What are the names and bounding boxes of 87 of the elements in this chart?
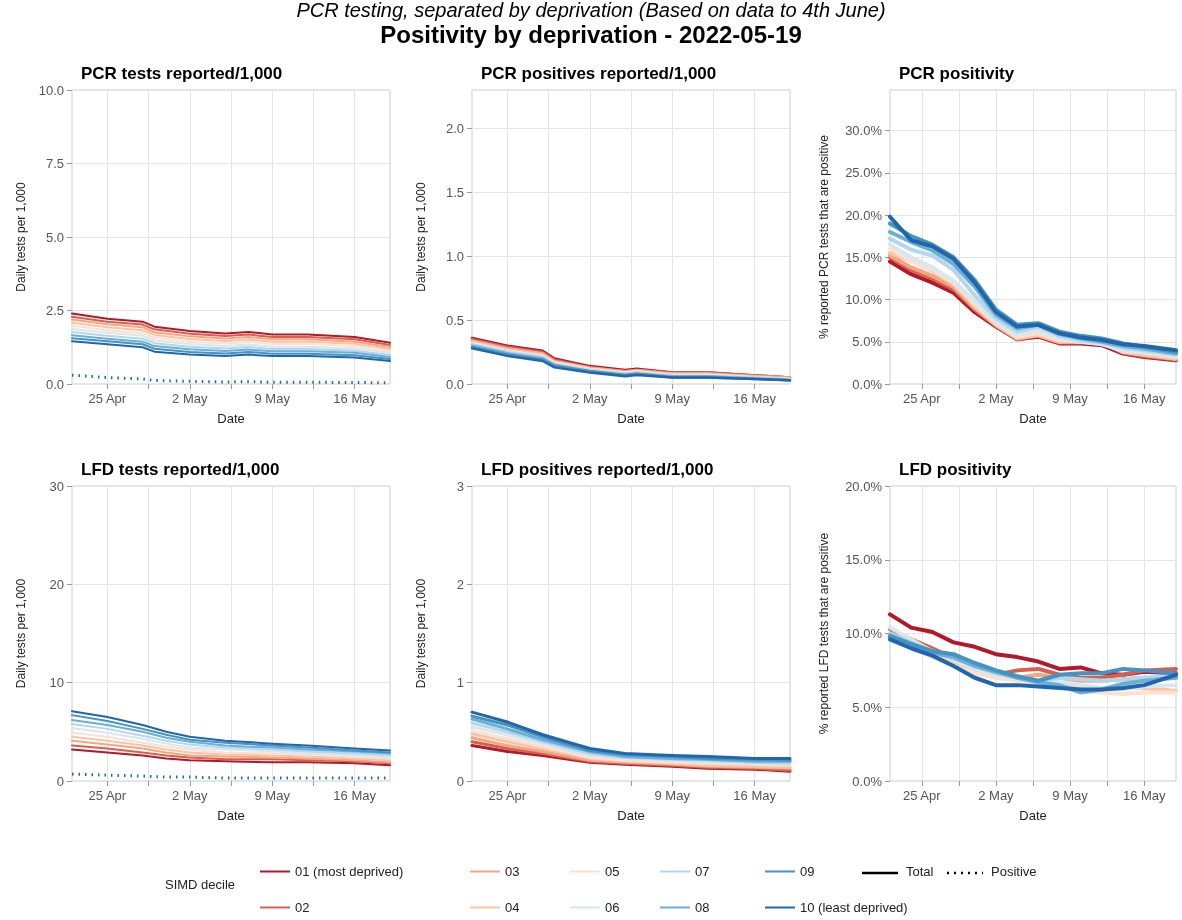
x-tick-label: 25 Apr: [88, 788, 127, 803]
legend-label: 04: [505, 900, 520, 915]
chart-title: LFD positives reported/1,000: [481, 460, 714, 479]
y-tick-label: 1.5: [445, 184, 464, 200]
x-tick-label: 25 Apr: [88, 391, 127, 406]
x-axis-title: Date: [217, 808, 245, 823]
x-tick-label: 9 May: [254, 788, 291, 803]
x-tick-label: 25 Apr: [902, 391, 942, 406]
y-tick-label: 2.0: [445, 120, 464, 136]
legend-label: 02: [295, 900, 310, 915]
x-tick-label: 25 Apr: [488, 788, 527, 803]
y-tick-label: 10: [49, 675, 64, 691]
x-tick-label: 16 May: [1122, 788, 1167, 803]
x-tick-label: 9 May: [654, 391, 691, 406]
legend-label: 10 (least deprived): [800, 900, 908, 915]
chart-title: PCR positivity: [899, 64, 1015, 83]
y-tick-label: 15.0%: [845, 249, 883, 265]
y-axis-title: Daily tests per 1,000: [414, 578, 428, 689]
chart-title: LFD tests reported/1,000: [81, 460, 280, 479]
legend-label: 03: [505, 864, 520, 879]
x-tick-label: 9 May: [1052, 391, 1089, 406]
x-tick-label: 2 May: [572, 788, 608, 803]
y-tick-label: 1.0: [445, 248, 464, 264]
y-tick-label: 7.5: [45, 156, 64, 171]
x-tick-label: 2 May: [172, 788, 208, 803]
x-tick-label: 2 May: [978, 391, 1015, 406]
y-tick-label: 20.0%: [845, 207, 883, 223]
x-tick-label: 25 Apr: [902, 788, 942, 803]
y-axis-title: Daily tests per 1,000: [14, 181, 28, 292]
legend-label: 07: [695, 864, 710, 879]
x-tick-label: 16 May: [733, 391, 777, 406]
text: Total: [906, 864, 934, 879]
y-tick-label: 3: [456, 478, 464, 494]
y-tick-label: 2: [456, 576, 464, 592]
y-tick-label: 20: [49, 576, 64, 592]
text: PCR testing, separated by deprivation (Based on data to 4th June): [296, 0, 886, 21]
y-axis-title: Daily tests per 1,000: [14, 578, 28, 689]
y-tick-label: 30: [49, 478, 64, 494]
legend-label: 05: [605, 864, 620, 879]
text: Positive: [991, 864, 1037, 879]
y-axis-title: Daily tests per 1,000: [414, 181, 428, 292]
chart-title: PCR tests reported/1,000: [81, 64, 283, 83]
y-tick-label: 1: [456, 675, 464, 691]
x-tick-label: 2 May: [572, 391, 608, 406]
x-tick-label: 9 May: [1052, 788, 1089, 803]
legend-label: 06: [605, 900, 620, 915]
y-tick-label: 0: [456, 773, 464, 789]
y-tick-label: 0.0%: [852, 376, 883, 392]
y-tick-label: 0.5: [445, 312, 464, 328]
y-tick-label: 15.0%: [845, 552, 883, 568]
text: Positivity by deprivation - 2022-05-19: [380, 20, 802, 48]
y-tick-label: 5.0%: [852, 334, 883, 350]
y-tick-label: 5.0%: [852, 699, 883, 715]
x-tick-label: 9 May: [654, 788, 691, 803]
chart-title: PCR positives reported/1,000: [481, 64, 717, 83]
y-tick-label: 30.0%: [845, 123, 883, 139]
legend-title: SIMD decile: [165, 877, 236, 892]
legend-label: 09: [800, 864, 815, 879]
y-tick-label: 10.0%: [845, 292, 883, 308]
x-tick-label: 25 Apr: [488, 391, 527, 406]
y-tick-label: 0.0: [445, 376, 464, 392]
x-axis-title: Date: [1019, 411, 1047, 426]
x-axis-title: Date: [617, 808, 645, 823]
y-tick-label: 2.5: [45, 303, 64, 318]
y-tick-label: 5.0: [45, 229, 64, 245]
x-tick-label: 16 May: [1122, 391, 1167, 406]
y-tick-label: 0.0: [45, 376, 64, 392]
x-axis-title: Date: [217, 411, 245, 426]
y-tick-label: 20.0%: [845, 478, 883, 494]
x-tick-label: 16 May: [333, 788, 377, 803]
y-tick-label: 0: [56, 773, 64, 789]
x-tick-label: 16 May: [333, 391, 377, 406]
y-tick-label: 10.0%: [845, 626, 883, 641]
legend-label: 08: [695, 900, 710, 915]
x-tick-label: 16 May: [733, 788, 777, 803]
x-tick-label: 2 May: [978, 788, 1015, 803]
chart-title: LFD positivity: [899, 460, 1012, 479]
y-tick-label: 10.0: [38, 82, 64, 98]
y-tick-label: 0.0%: [852, 773, 883, 789]
legend-label: 01 (most deprived): [295, 864, 404, 879]
y-axis-title: % reported LFD tests that are positive: [817, 532, 831, 735]
x-tick-label: 2 May: [172, 391, 208, 406]
x-tick-label: 9 May: [254, 391, 291, 406]
x-axis-title: Date: [1019, 808, 1047, 823]
x-axis-title: Date: [617, 411, 645, 426]
y-axis-title: % reported PCR tests that are positive: [817, 134, 831, 340]
y-tick-label: 25.0%: [845, 165, 883, 181]
